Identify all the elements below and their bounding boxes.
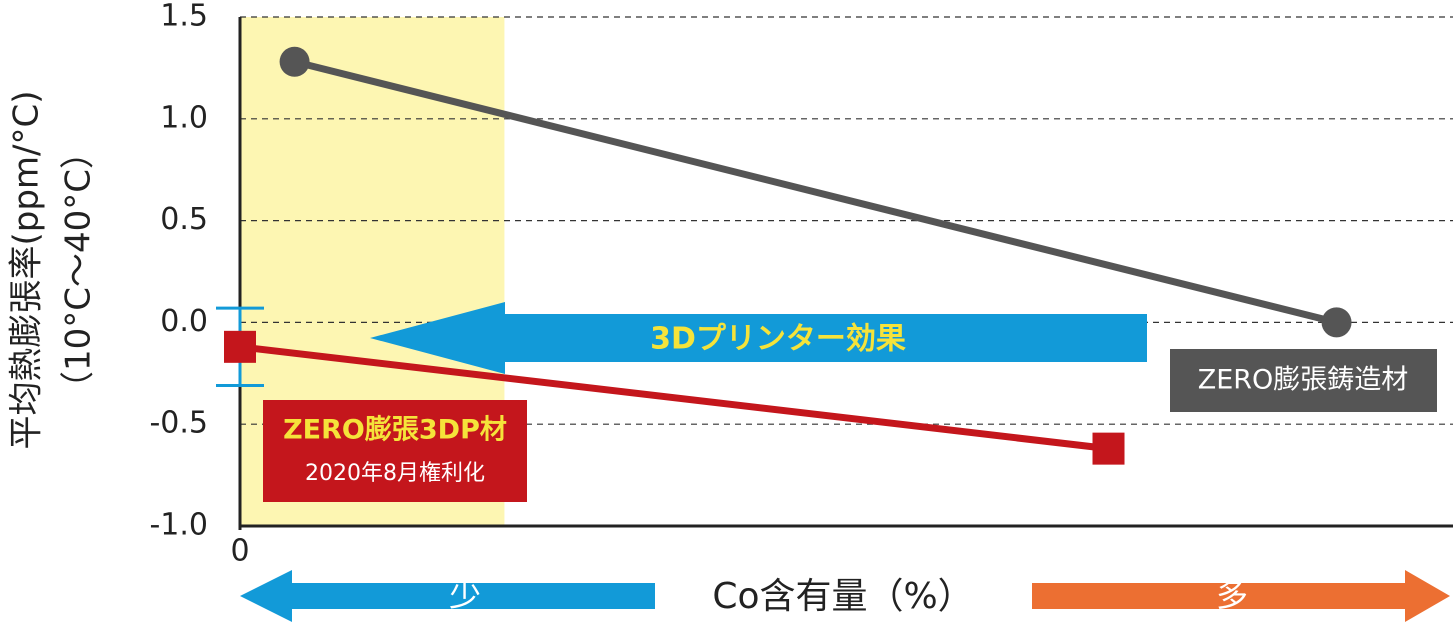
y-tick-label: -1.0 [149, 508, 208, 543]
less-arrow [240, 570, 655, 622]
more-arrow [1032, 570, 1450, 622]
less-label: 少 [449, 576, 481, 614]
point [1321, 307, 1352, 338]
label-layer: ZERO膨張鋳造材 ZERO膨張3DP材 2020年8月権利化 少 多 Co含有… [7, 90, 1450, 622]
x-axis-label: Co含有量（%） [712, 576, 973, 617]
x-tick-label: 0 [230, 534, 249, 569]
y-axis-label: 平均熱膨張率(ppm/°C) [7, 90, 47, 449]
y-tick-label: 1.5 [160, 0, 208, 34]
series-line [239, 343, 1109, 453]
annotation-layer: 3Dプリンター効果 [370, 302, 1147, 374]
effect-arrow [370, 302, 1147, 374]
series-layer [216, 46, 1352, 465]
effect-label: 3Dプリンター効果 [650, 322, 906, 357]
more-label: 多 [1216, 576, 1248, 614]
y-tick-label: -0.5 [149, 406, 208, 441]
3dp-label-box [263, 400, 527, 502]
y-axis-label: （10°C〜40°C） [59, 135, 99, 405]
patent-label: 2020年8月権利化 [305, 461, 485, 486]
series-label: ZERO膨張3DP材 [283, 415, 507, 446]
y-tick-label: 0.5 [160, 202, 208, 237]
point [279, 46, 310, 77]
series-label: ZERO膨張鋳造材 [1198, 365, 1409, 396]
cast-label-box [1170, 349, 1437, 412]
series-line [293, 58, 1338, 326]
y-tick-label: 0.0 [160, 304, 208, 339]
point [1092, 432, 1125, 465]
point [224, 330, 256, 363]
y-tick-label: 1.0 [160, 100, 208, 135]
